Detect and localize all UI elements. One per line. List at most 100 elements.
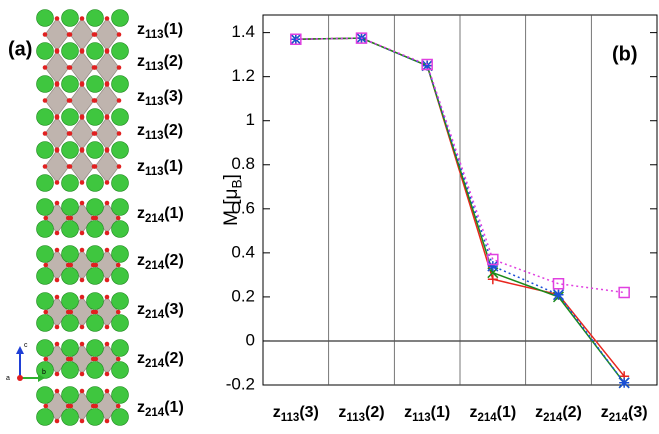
o-atom xyxy=(55,180,60,185)
axis-arrowhead xyxy=(16,346,24,354)
o-atom xyxy=(43,98,48,103)
o-atom xyxy=(55,231,60,236)
o-atom xyxy=(80,372,85,377)
layer-label: z113(2) xyxy=(137,122,183,142)
sr-atom xyxy=(37,43,54,60)
o-atom xyxy=(80,231,85,236)
sr-atom xyxy=(112,43,129,60)
layer-label: z214(1) xyxy=(137,205,184,225)
panel-label: (a) xyxy=(8,38,32,60)
o-atom xyxy=(116,357,121,362)
layer-label: z113(3) xyxy=(137,88,183,108)
o-atom xyxy=(68,98,73,103)
o-atom xyxy=(105,16,110,21)
o-atom xyxy=(105,49,110,54)
x-tick-label: z214(3) xyxy=(601,404,648,424)
sr-atom xyxy=(87,315,104,332)
sr-atom xyxy=(112,10,129,27)
sr-atom xyxy=(87,246,104,263)
sr-atom xyxy=(87,268,104,285)
sr-atom xyxy=(37,109,54,126)
o-atom xyxy=(68,404,73,409)
o-atom xyxy=(55,16,60,21)
o-atom xyxy=(80,295,85,300)
axis-origin xyxy=(17,375,23,381)
y-tick-label: 1 xyxy=(246,110,255,129)
o-atom xyxy=(93,357,98,362)
o-atom xyxy=(55,389,60,394)
sr-atom xyxy=(37,199,54,216)
o-atom xyxy=(105,342,110,347)
sr-atom xyxy=(62,43,79,60)
o-atom xyxy=(80,325,85,330)
o-atom xyxy=(55,201,60,206)
data-point xyxy=(554,290,564,300)
sr-atom xyxy=(87,199,104,216)
o-atom xyxy=(93,263,98,268)
sr-atom xyxy=(87,175,104,192)
sr-atom xyxy=(37,142,54,159)
o-atom xyxy=(105,419,110,424)
data-point xyxy=(619,378,629,388)
o-atom xyxy=(93,216,98,221)
o-atom xyxy=(117,164,122,169)
sr-atom xyxy=(37,293,54,310)
sr-atom xyxy=(62,221,79,238)
sr-atom xyxy=(112,340,129,357)
o-atom xyxy=(68,310,73,315)
x-tick-label: z113(3) xyxy=(273,404,319,424)
x-tick-label: z214(1) xyxy=(469,404,516,424)
o-atom xyxy=(68,65,73,70)
axis-letter: a xyxy=(6,375,10,382)
sr-atom xyxy=(62,268,79,285)
sr-atom xyxy=(112,246,129,263)
x-tick-label: z214(2) xyxy=(535,404,582,424)
axis-letter: b xyxy=(42,369,46,376)
y-tick-label: 0.8 xyxy=(231,154,255,173)
sr-atom xyxy=(62,409,79,426)
sr-atom xyxy=(37,246,54,263)
sr-atom xyxy=(62,10,79,27)
o-atom xyxy=(116,310,121,315)
o-atom xyxy=(43,404,48,409)
o-atom xyxy=(55,342,60,347)
sr-atom xyxy=(87,221,104,238)
o-atom xyxy=(80,248,85,253)
o-atom xyxy=(105,325,110,330)
o-atom xyxy=(68,357,73,362)
o-atom xyxy=(80,82,85,87)
sr-atom xyxy=(37,315,54,332)
o-atom xyxy=(55,82,60,87)
sr-atom xyxy=(87,76,104,93)
sr-atom xyxy=(87,340,104,357)
sr-atom xyxy=(37,340,54,357)
sr-atom xyxy=(37,10,54,27)
o-atom xyxy=(105,148,110,153)
sr-atom xyxy=(87,387,104,404)
o-atom xyxy=(43,164,48,169)
data-point xyxy=(619,288,629,298)
sr-atom xyxy=(62,315,79,332)
sr-atom xyxy=(62,109,79,126)
o-atom xyxy=(55,372,60,377)
y-tick-label: 1.2 xyxy=(231,66,255,85)
o-atom xyxy=(43,32,48,37)
sr-atom xyxy=(112,409,129,426)
o-atom xyxy=(105,201,110,206)
y-tick-label: 0.2 xyxy=(231,286,255,305)
o-atom xyxy=(43,216,48,221)
sr-atom xyxy=(112,221,129,238)
sr-atom xyxy=(37,175,54,192)
o-atom xyxy=(55,278,60,283)
o-atom xyxy=(117,98,122,103)
page: (a) (b) M [μB] z113(1)z113(2)z113(3)z113… xyxy=(0,0,659,434)
o-atom xyxy=(43,357,48,362)
o-atom xyxy=(55,115,60,120)
o-atom xyxy=(93,131,98,136)
sr-atom xyxy=(112,315,129,332)
axis-letter: c xyxy=(24,342,28,349)
sr-atom xyxy=(112,387,129,404)
x-tick-label: z113(2) xyxy=(338,404,384,424)
o-atom xyxy=(43,263,48,268)
sr-atom xyxy=(37,409,54,426)
